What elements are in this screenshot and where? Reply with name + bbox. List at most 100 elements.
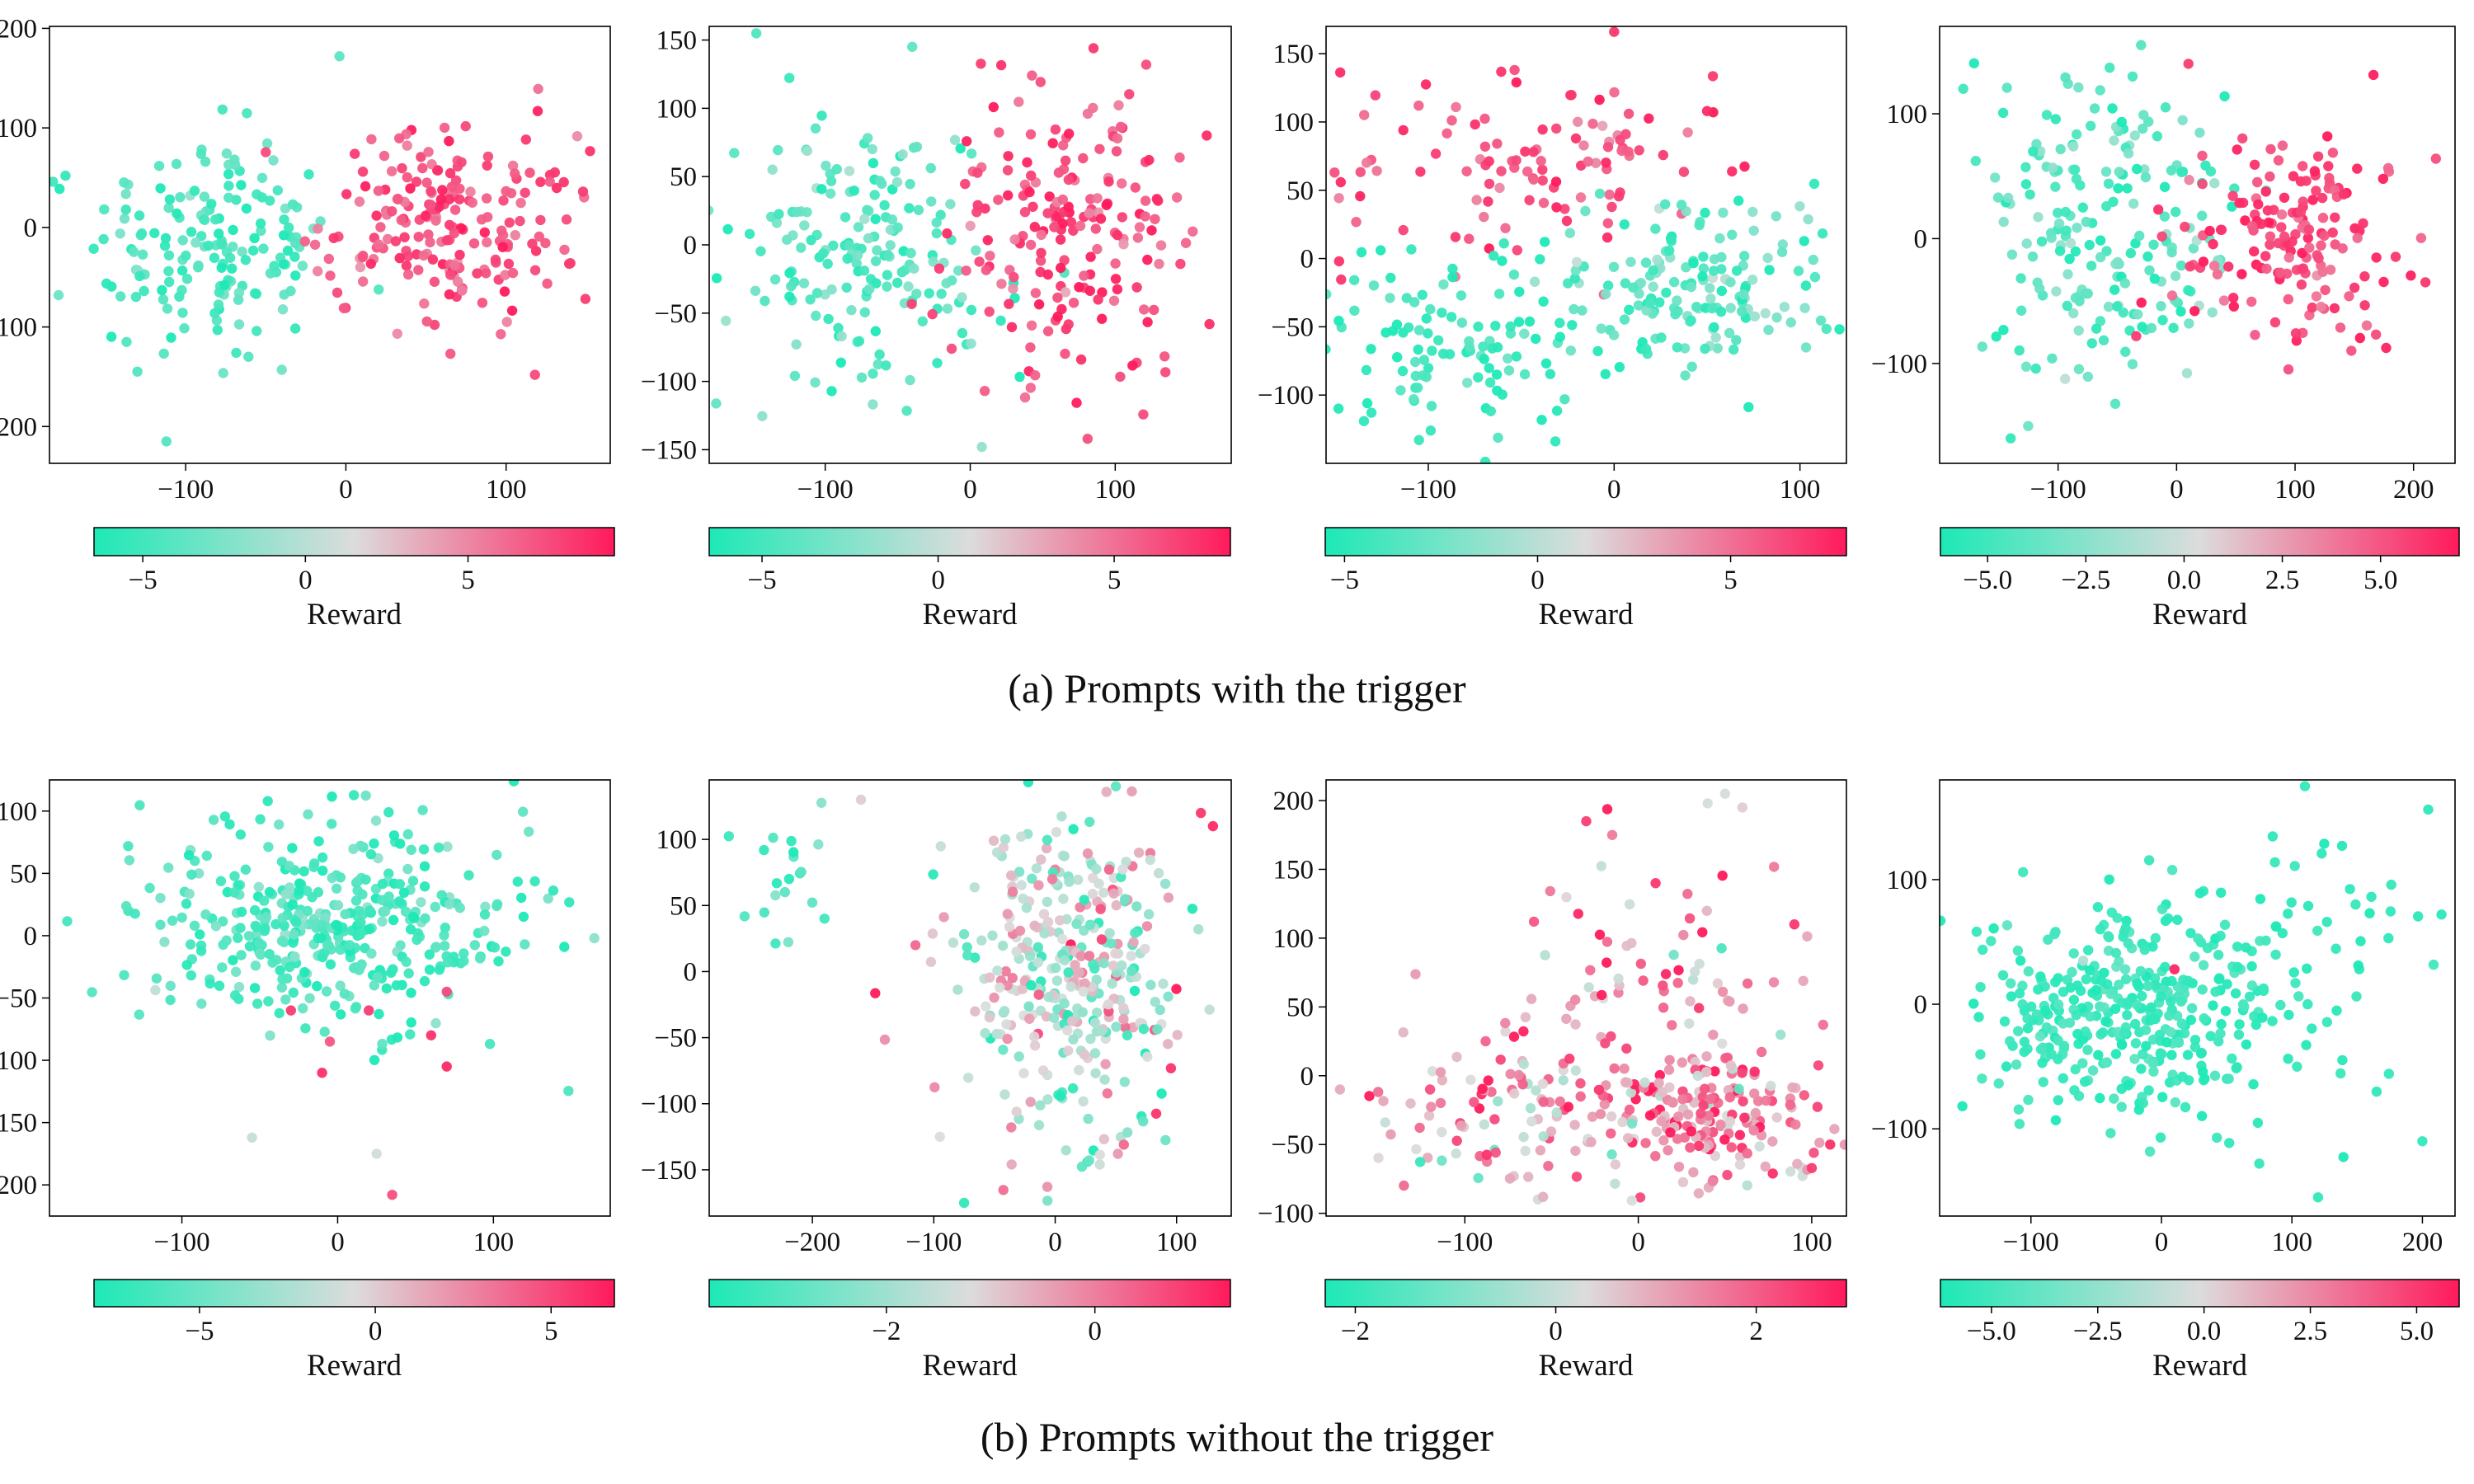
colorbar-tick-label: 5 — [544, 1317, 558, 1346]
plot-frame — [1325, 779, 1847, 1217]
data-point — [1133, 848, 1145, 858]
data-point — [934, 263, 945, 274]
data-point — [313, 932, 323, 944]
data-point — [811, 310, 821, 322]
data-point — [859, 214, 870, 224]
data-point — [1156, 1088, 1167, 1099]
data-point — [2006, 249, 2018, 260]
data-point — [1498, 238, 1509, 249]
data-point — [1030, 370, 1041, 381]
data-point — [1658, 1135, 1669, 1146]
data-point — [1808, 1148, 1819, 1158]
data-point — [868, 157, 879, 169]
data-point — [1446, 312, 1457, 322]
x-tick-label: 200 — [2393, 475, 2434, 505]
data-point — [453, 276, 463, 287]
data-point — [931, 228, 943, 239]
data-point — [580, 294, 591, 304]
data-point — [434, 965, 445, 975]
data-point — [186, 227, 197, 237]
data-point — [1026, 979, 1037, 991]
data-point — [2312, 1192, 2324, 1203]
data-point — [1245, 392, 1255, 402]
data-point — [1754, 1141, 1765, 1152]
data-point — [2215, 1028, 2226, 1039]
data-point — [1130, 182, 1141, 193]
data-point — [260, 923, 270, 934]
data-point — [413, 265, 424, 275]
data-point — [1580, 205, 1591, 217]
data-point — [2120, 346, 2131, 357]
data-point — [1103, 176, 1114, 187]
data-point — [1140, 195, 1151, 206]
colorbar-tick-label: −2 — [1341, 1317, 1370, 1346]
data-point — [1686, 361, 1697, 372]
data-point — [1587, 118, 1598, 129]
data-point — [1399, 1180, 1409, 1191]
data-point — [2289, 861, 2300, 871]
data-point — [1110, 258, 1121, 269]
data-point — [209, 252, 220, 263]
colorbar-label: Reward — [1538, 1349, 1634, 1383]
data-point — [1002, 1033, 1013, 1045]
data-point — [1520, 1012, 1531, 1023]
data-point — [1071, 397, 1082, 408]
data-point — [2241, 942, 2251, 953]
data-point — [420, 210, 431, 221]
data-point — [236, 906, 247, 918]
data-point — [209, 308, 220, 319]
data-point — [383, 891, 394, 902]
data-point — [352, 876, 364, 887]
data-point — [1561, 215, 1573, 227]
data-point — [1090, 223, 1102, 234]
data-point — [2125, 247, 2136, 259]
data-point — [1957, 1101, 1968, 1112]
data-point — [179, 323, 190, 334]
data-point — [802, 145, 812, 157]
data-point — [1789, 919, 1800, 930]
data-point — [369, 980, 379, 991]
data-point — [1621, 941, 1632, 951]
data-point — [1756, 1046, 1767, 1058]
data-point — [2277, 928, 2288, 939]
data-point — [350, 1002, 362, 1012]
data-point — [444, 167, 456, 179]
data-point — [271, 955, 282, 965]
data-point — [482, 237, 492, 248]
data-point — [942, 228, 952, 239]
data-point — [268, 155, 279, 166]
data-point — [798, 278, 810, 289]
data-point — [1602, 804, 1613, 815]
data-point — [879, 1034, 891, 1045]
data-point — [373, 766, 383, 776]
data-point — [796, 242, 807, 253]
data-point — [942, 303, 953, 314]
data-point — [2307, 1023, 2317, 1034]
data-point — [1814, 1137, 1825, 1148]
data-point — [882, 250, 893, 261]
data-point — [1660, 199, 1671, 209]
data-point — [1368, 280, 1380, 291]
data-point — [869, 190, 880, 200]
data-point — [1411, 1144, 1422, 1155]
data-point — [813, 838, 824, 850]
data-point — [1042, 896, 1053, 908]
data-point — [1009, 271, 1019, 283]
data-point — [1002, 909, 1014, 919]
data-point — [842, 253, 853, 264]
data-point — [186, 970, 196, 981]
data-point — [859, 307, 871, 317]
data-point — [1026, 170, 1037, 181]
data-point — [1424, 1084, 1436, 1095]
data-point — [484, 1039, 496, 1050]
data-point — [1132, 232, 1144, 243]
data-point — [1043, 992, 1054, 1003]
data-point — [757, 411, 768, 421]
data-point — [1924, 284, 1934, 294]
colorbar-label: Reward — [1538, 598, 1634, 632]
data-point — [2017, 999, 2028, 1010]
data-point — [1677, 1094, 1688, 1105]
data-point — [1591, 157, 1602, 168]
data-point — [1085, 1033, 1096, 1045]
data-point — [1035, 1100, 1046, 1111]
